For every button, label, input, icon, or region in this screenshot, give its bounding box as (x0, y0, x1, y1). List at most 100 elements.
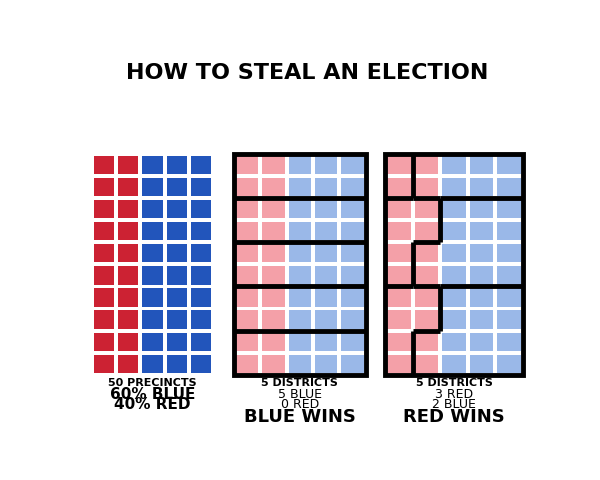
Bar (315, 156, 337, 174)
Bar (341, 156, 364, 174)
Bar (191, 311, 211, 329)
Bar (415, 266, 438, 285)
Bar (167, 288, 187, 307)
Bar (142, 355, 163, 373)
Bar (118, 156, 139, 174)
Bar (191, 266, 211, 285)
Bar (315, 333, 337, 351)
Bar (341, 288, 364, 307)
Bar (470, 200, 493, 218)
Bar (497, 244, 521, 263)
Bar (415, 156, 438, 174)
Bar (167, 178, 187, 196)
Bar (94, 156, 114, 174)
Bar (142, 156, 163, 174)
Bar (470, 333, 493, 351)
Bar (341, 200, 364, 218)
Bar (415, 311, 438, 329)
Bar (94, 355, 114, 373)
Bar (442, 244, 466, 263)
Bar (315, 311, 337, 329)
Bar (470, 156, 493, 174)
Bar (94, 311, 114, 329)
Bar (118, 244, 139, 263)
Bar (442, 222, 466, 240)
Bar (415, 355, 438, 373)
Bar (442, 178, 466, 196)
Bar (470, 355, 493, 373)
Bar (497, 266, 521, 285)
Bar (167, 156, 187, 174)
Bar (289, 311, 311, 329)
Text: HOW TO STEAL AN ELECTION: HOW TO STEAL AN ELECTION (127, 63, 488, 83)
Bar (289, 355, 311, 373)
Bar (387, 266, 410, 285)
Bar (118, 311, 139, 329)
Bar (442, 266, 466, 285)
Bar (118, 355, 139, 373)
Bar (341, 244, 364, 263)
Bar (315, 200, 337, 218)
Bar (142, 333, 163, 351)
Bar (497, 156, 521, 174)
Bar (315, 266, 337, 285)
Bar (142, 266, 163, 285)
Bar (118, 288, 139, 307)
Bar (415, 178, 438, 196)
Text: 5 DISTRICTS: 5 DISTRICTS (262, 378, 338, 388)
Bar (262, 200, 284, 218)
Bar (415, 222, 438, 240)
Bar (289, 266, 311, 285)
Bar (497, 311, 521, 329)
Bar (262, 355, 284, 373)
Bar (289, 156, 311, 174)
Bar (470, 244, 493, 263)
Bar (315, 355, 337, 373)
Bar (142, 288, 163, 307)
Bar (167, 311, 187, 329)
Text: 5 DISTRICTS: 5 DISTRICTS (416, 378, 493, 388)
Bar (118, 178, 139, 196)
Bar (236, 178, 258, 196)
Bar (289, 222, 311, 240)
Bar (236, 333, 258, 351)
Bar (167, 333, 187, 351)
Bar (262, 156, 284, 174)
Bar (142, 244, 163, 263)
Bar (387, 288, 410, 307)
Bar (470, 178, 493, 196)
Bar (415, 200, 438, 218)
Bar (387, 311, 410, 329)
Bar (470, 288, 493, 307)
Bar (94, 178, 114, 196)
Bar (315, 244, 337, 263)
Bar (442, 200, 466, 218)
Bar (142, 311, 163, 329)
Bar (191, 244, 211, 263)
Bar (167, 266, 187, 285)
Bar (497, 333, 521, 351)
Bar (191, 200, 211, 218)
Bar (415, 288, 438, 307)
Bar (341, 222, 364, 240)
Text: RED WINS: RED WINS (403, 408, 505, 426)
Bar (236, 288, 258, 307)
Bar (191, 333, 211, 351)
Bar (497, 178, 521, 196)
Bar (470, 311, 493, 329)
Bar (94, 333, 114, 351)
Bar (167, 355, 187, 373)
Bar (387, 222, 410, 240)
Bar (191, 178, 211, 196)
Bar (94, 266, 114, 285)
Bar (387, 244, 410, 263)
Bar (497, 200, 521, 218)
Bar (387, 333, 410, 351)
Bar (94, 222, 114, 240)
Bar (387, 178, 410, 196)
Bar (341, 333, 364, 351)
Bar (191, 288, 211, 307)
Bar (387, 156, 410, 174)
Bar (289, 288, 311, 307)
Bar (415, 244, 438, 263)
